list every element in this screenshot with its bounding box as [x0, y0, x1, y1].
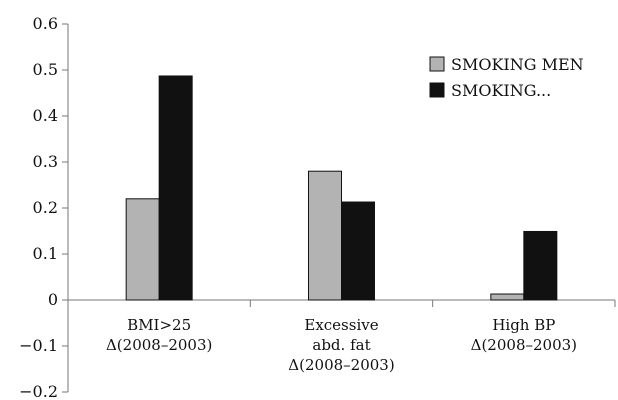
- legend-swatch: [429, 56, 445, 72]
- bars: [125, 75, 558, 301]
- x-category-label-line: Δ(2008–2003): [288, 356, 394, 374]
- y-tick-label: −0.1: [19, 336, 58, 355]
- legend-swatch: [429, 82, 445, 98]
- y-tick-label: 0.4: [33, 106, 58, 125]
- x-category-label-line: Excessive: [304, 316, 378, 334]
- y-tick-label: −0.2: [19, 382, 58, 400]
- y-tick-label: 0.1: [33, 244, 58, 263]
- bar: [490, 293, 525, 301]
- bar: [308, 170, 342, 301]
- legend-label: SMOKING MEN: [451, 55, 584, 74]
- y-tick-label: 0.3: [33, 152, 58, 171]
- category-labels: BMI>25 Δ(2008–2003) Excessive abd. fat Δ(200…: [106, 316, 577, 374]
- x-category-label-line: High BP: [492, 316, 555, 334]
- y-tick-label: 0.5: [33, 60, 58, 79]
- bar: [341, 201, 375, 301]
- x-axis: [67, 299, 616, 307]
- y-tick-label: 0: [48, 290, 58, 309]
- legend-label: SMOKING...: [451, 81, 551, 100]
- bar: [158, 75, 193, 301]
- bar: [523, 230, 558, 301]
- x-category-label: Excessive abd. fat Δ(2008–2003): [288, 316, 394, 374]
- bar: [125, 198, 160, 301]
- x-category-label-line: Δ(2008–2003): [106, 336, 212, 354]
- y-tick-label: 0.2: [33, 198, 58, 217]
- y-axis: −0.2 −0.1 0 0.1 0.2 0.3 0.4 0.5 0.6: [19, 14, 69, 400]
- x-category-label-line: BMI>25: [127, 316, 191, 334]
- x-category-label-line: abd. fat: [312, 336, 370, 354]
- x-category-label: High BP Δ(2008–2003): [471, 316, 577, 354]
- x-category-label-line: Δ(2008–2003): [471, 336, 577, 354]
- legend: SMOKING MEN SMOKING...: [429, 55, 584, 100]
- y-tick-label: 0.6: [33, 14, 58, 33]
- x-category-label: BMI>25 Δ(2008–2003): [106, 316, 212, 354]
